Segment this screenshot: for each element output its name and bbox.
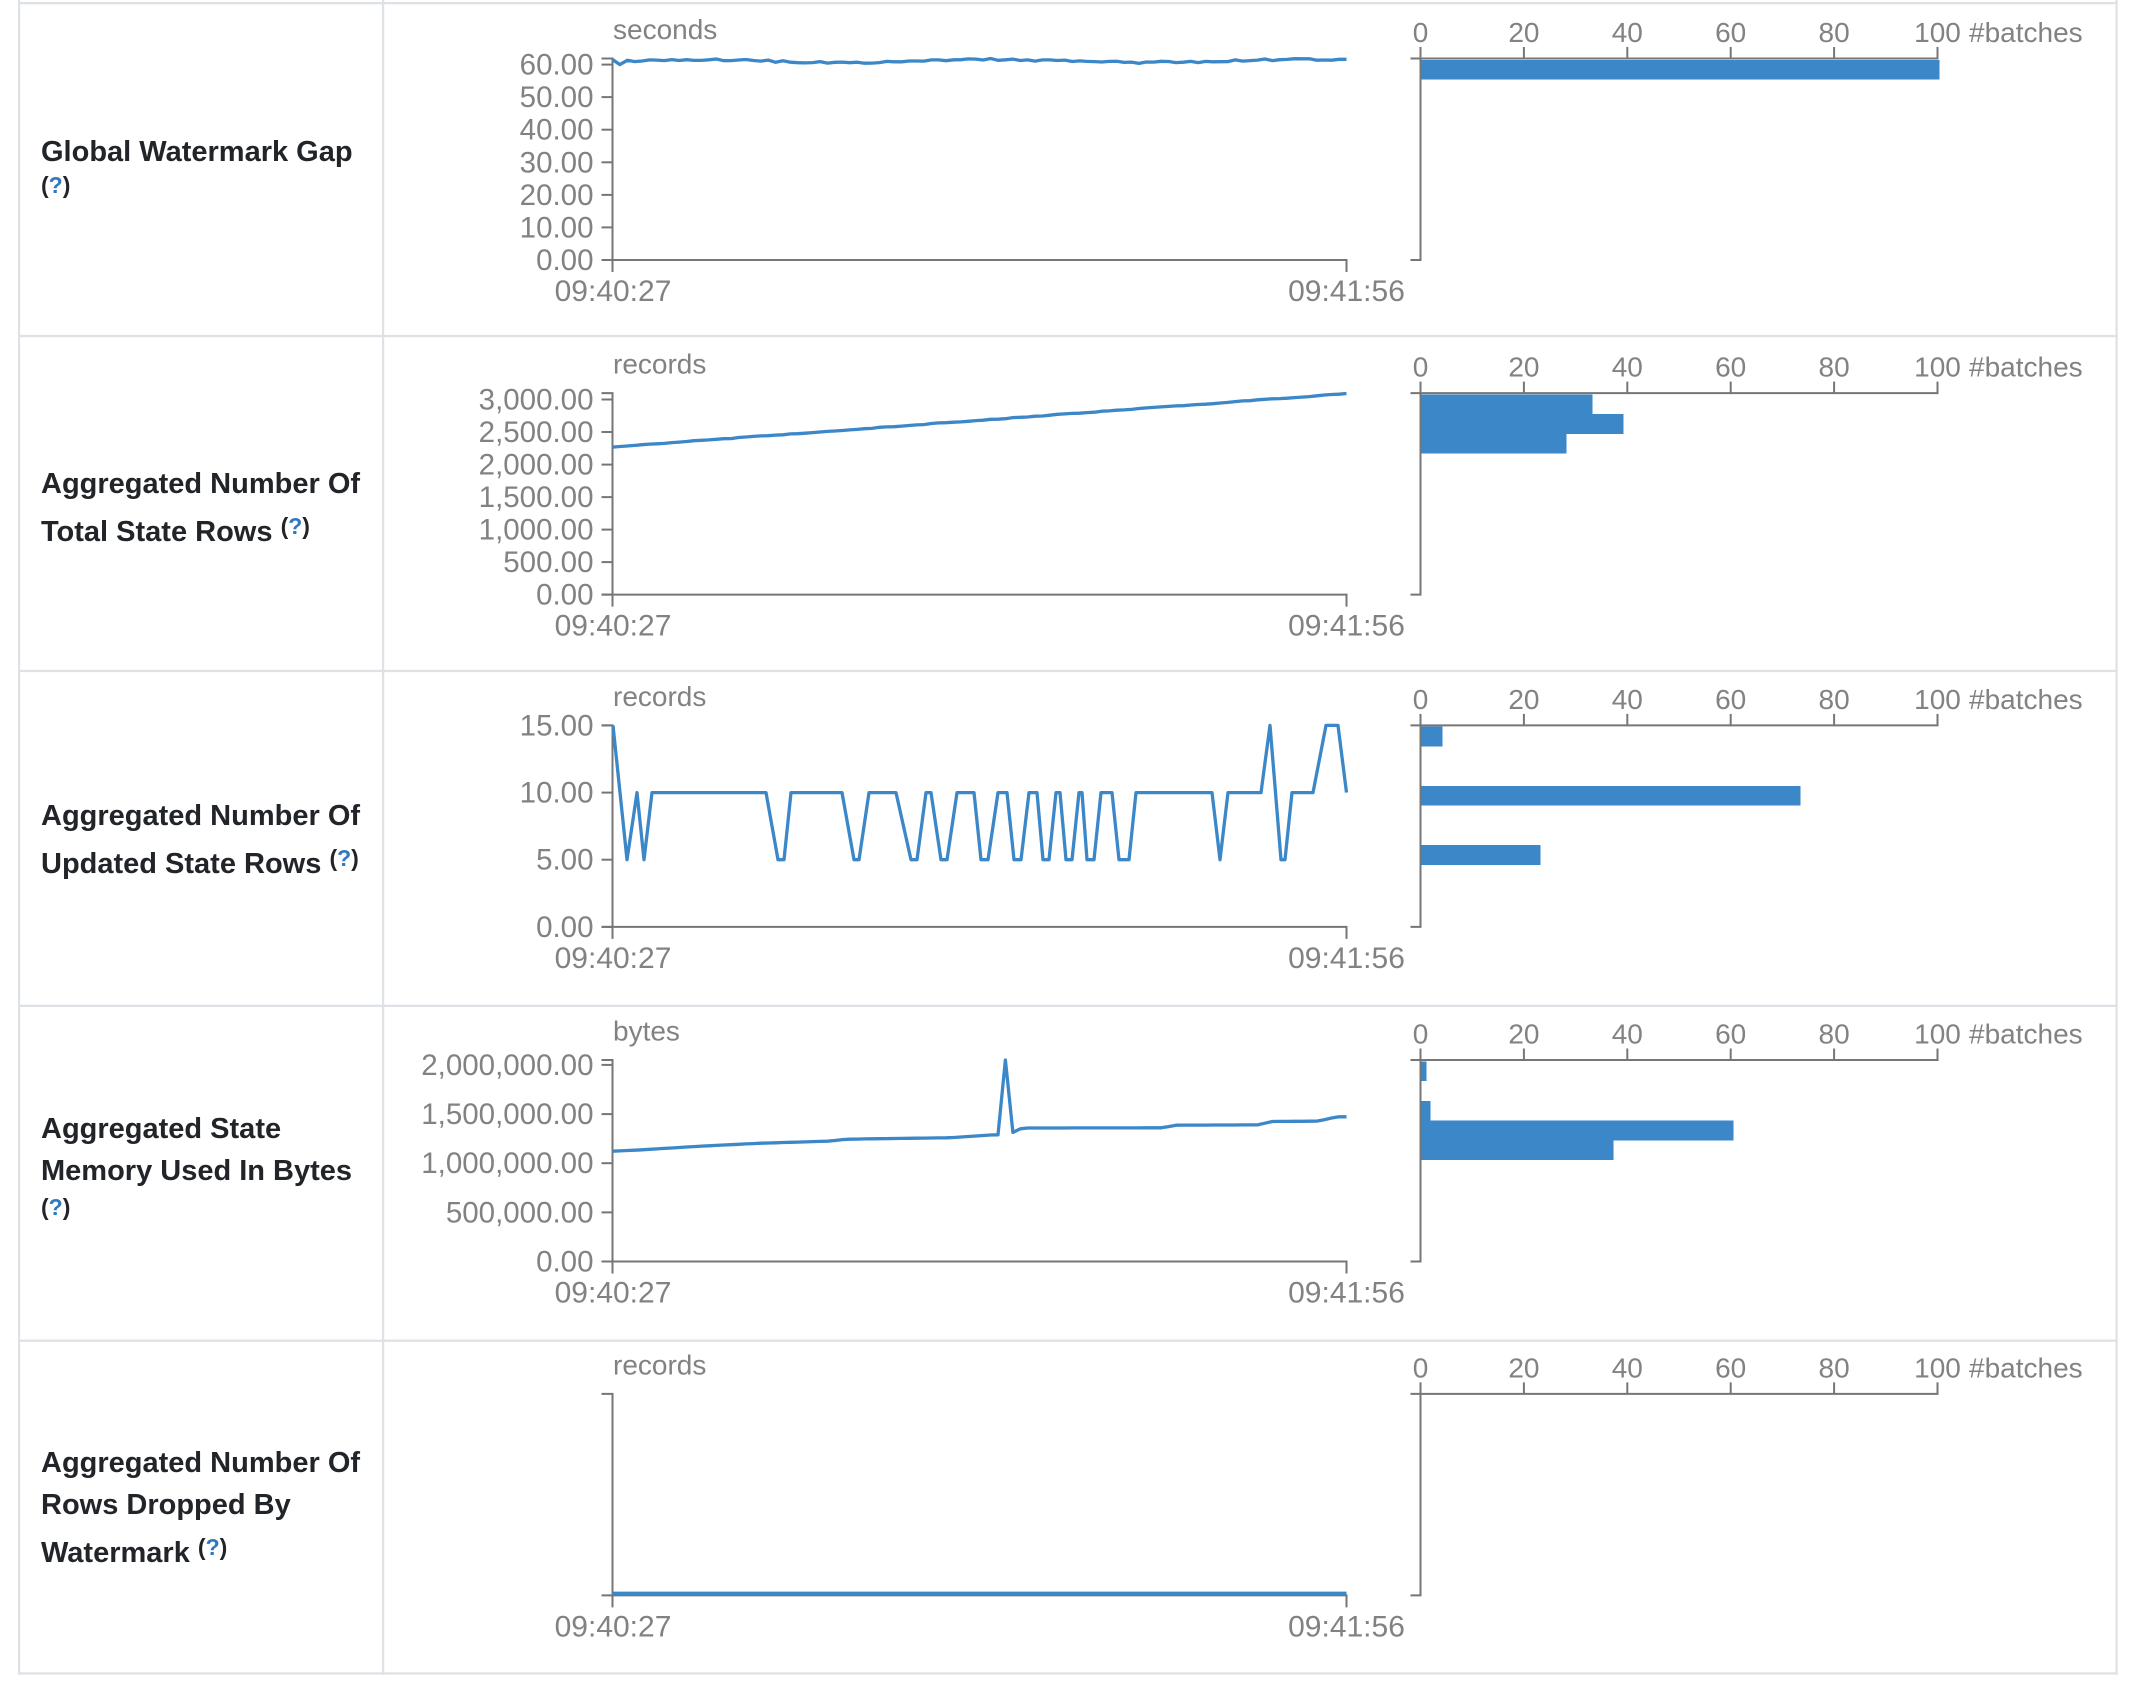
svg-text:500,000.00: 500,000.00 xyxy=(446,1196,594,1229)
svg-text:500.00: 500.00 xyxy=(503,546,593,579)
svg-text:15.00: 15.00 xyxy=(520,709,594,742)
svg-text:09:40:27: 09:40:27 xyxy=(555,1277,672,1310)
svg-text:0: 0 xyxy=(1413,352,1429,383)
svg-text:09:41:56: 09:41:56 xyxy=(1288,1610,1405,1643)
svg-text:80: 80 xyxy=(1819,352,1850,383)
svg-text:80: 80 xyxy=(1819,1019,1850,1050)
svg-text:30.00: 30.00 xyxy=(520,146,594,179)
svg-text:#batches: #batches xyxy=(1969,684,2083,715)
svg-text:2,000,000.00: 2,000,000.00 xyxy=(421,1049,593,1082)
svg-text:20: 20 xyxy=(1508,1352,1539,1383)
svg-text:seconds: seconds xyxy=(613,14,717,45)
svg-text:1,500.00: 1,500.00 xyxy=(479,481,594,514)
svg-text:10.00: 10.00 xyxy=(520,211,594,244)
svg-text:2,000.00: 2,000.00 xyxy=(479,449,594,482)
svg-text:3,000.00: 3,000.00 xyxy=(479,384,594,417)
svg-text:records: records xyxy=(613,349,706,380)
svg-text:records: records xyxy=(613,681,706,712)
svg-text:records: records xyxy=(613,1349,706,1380)
svg-text:bytes: bytes xyxy=(613,1016,680,1047)
svg-text:40.00: 40.00 xyxy=(520,114,594,147)
svg-text:60: 60 xyxy=(1715,1019,1746,1050)
svg-text:0: 0 xyxy=(1413,1019,1429,1050)
svg-text:#batches: #batches xyxy=(1969,352,2083,383)
svg-text:40: 40 xyxy=(1612,17,1643,48)
svg-text:09:41:56: 09:41:56 xyxy=(1288,942,1405,975)
svg-text:09:40:27: 09:40:27 xyxy=(555,1610,672,1643)
svg-text:40: 40 xyxy=(1612,684,1643,715)
svg-text:0.00: 0.00 xyxy=(536,911,593,944)
svg-text:0: 0 xyxy=(1413,17,1429,48)
svg-text:100: 100 xyxy=(1914,17,1961,48)
svg-text:0.00: 0.00 xyxy=(536,244,593,277)
svg-text:100: 100 xyxy=(1914,1019,1961,1050)
svg-text:100: 100 xyxy=(1914,1352,1961,1383)
svg-text:20.00: 20.00 xyxy=(520,179,594,212)
svg-text:50.00: 50.00 xyxy=(520,81,594,114)
svg-text:5.00: 5.00 xyxy=(536,844,593,877)
svg-text:1,500,000.00: 1,500,000.00 xyxy=(421,1098,593,1131)
svg-text:#batches: #batches xyxy=(1969,1019,2083,1050)
svg-text:10.00: 10.00 xyxy=(520,777,594,810)
svg-text:09:40:27: 09:40:27 xyxy=(555,610,672,643)
svg-text:09:41:56: 09:41:56 xyxy=(1288,610,1405,643)
svg-text:40: 40 xyxy=(1612,352,1643,383)
svg-text:80: 80 xyxy=(1819,17,1850,48)
svg-text:80: 80 xyxy=(1819,684,1850,715)
svg-text:100: 100 xyxy=(1914,352,1961,383)
svg-text:09:41:56: 09:41:56 xyxy=(1288,1277,1405,1310)
svg-text:40: 40 xyxy=(1612,1352,1643,1383)
svg-text:60.00: 60.00 xyxy=(520,49,594,82)
svg-text:0.00: 0.00 xyxy=(536,1246,593,1279)
svg-text:100: 100 xyxy=(1914,684,1961,715)
svg-text:60: 60 xyxy=(1715,352,1746,383)
svg-text:#batches: #batches xyxy=(1969,1352,2083,1383)
svg-text:1,000.00: 1,000.00 xyxy=(479,514,594,547)
svg-text:2,500.00: 2,500.00 xyxy=(479,416,594,449)
svg-text:60: 60 xyxy=(1715,684,1746,715)
svg-text:09:40:27: 09:40:27 xyxy=(555,275,672,308)
svg-text:20: 20 xyxy=(1508,17,1539,48)
svg-text:60: 60 xyxy=(1715,17,1746,48)
svg-text:20: 20 xyxy=(1508,1019,1539,1050)
svg-text:20: 20 xyxy=(1508,684,1539,715)
svg-text:0: 0 xyxy=(1413,1352,1429,1383)
svg-text:80: 80 xyxy=(1819,1352,1850,1383)
svg-text:20: 20 xyxy=(1508,352,1539,383)
svg-text:09:41:56: 09:41:56 xyxy=(1288,275,1405,308)
svg-text:0.00: 0.00 xyxy=(536,579,593,612)
svg-text:40: 40 xyxy=(1612,1019,1643,1050)
svg-text:60: 60 xyxy=(1715,1352,1746,1383)
svg-text:1,000,000.00: 1,000,000.00 xyxy=(421,1147,593,1180)
svg-text:#batches: #batches xyxy=(1969,17,2083,48)
svg-text:0: 0 xyxy=(1413,684,1429,715)
svg-text:09:40:27: 09:40:27 xyxy=(555,942,672,975)
